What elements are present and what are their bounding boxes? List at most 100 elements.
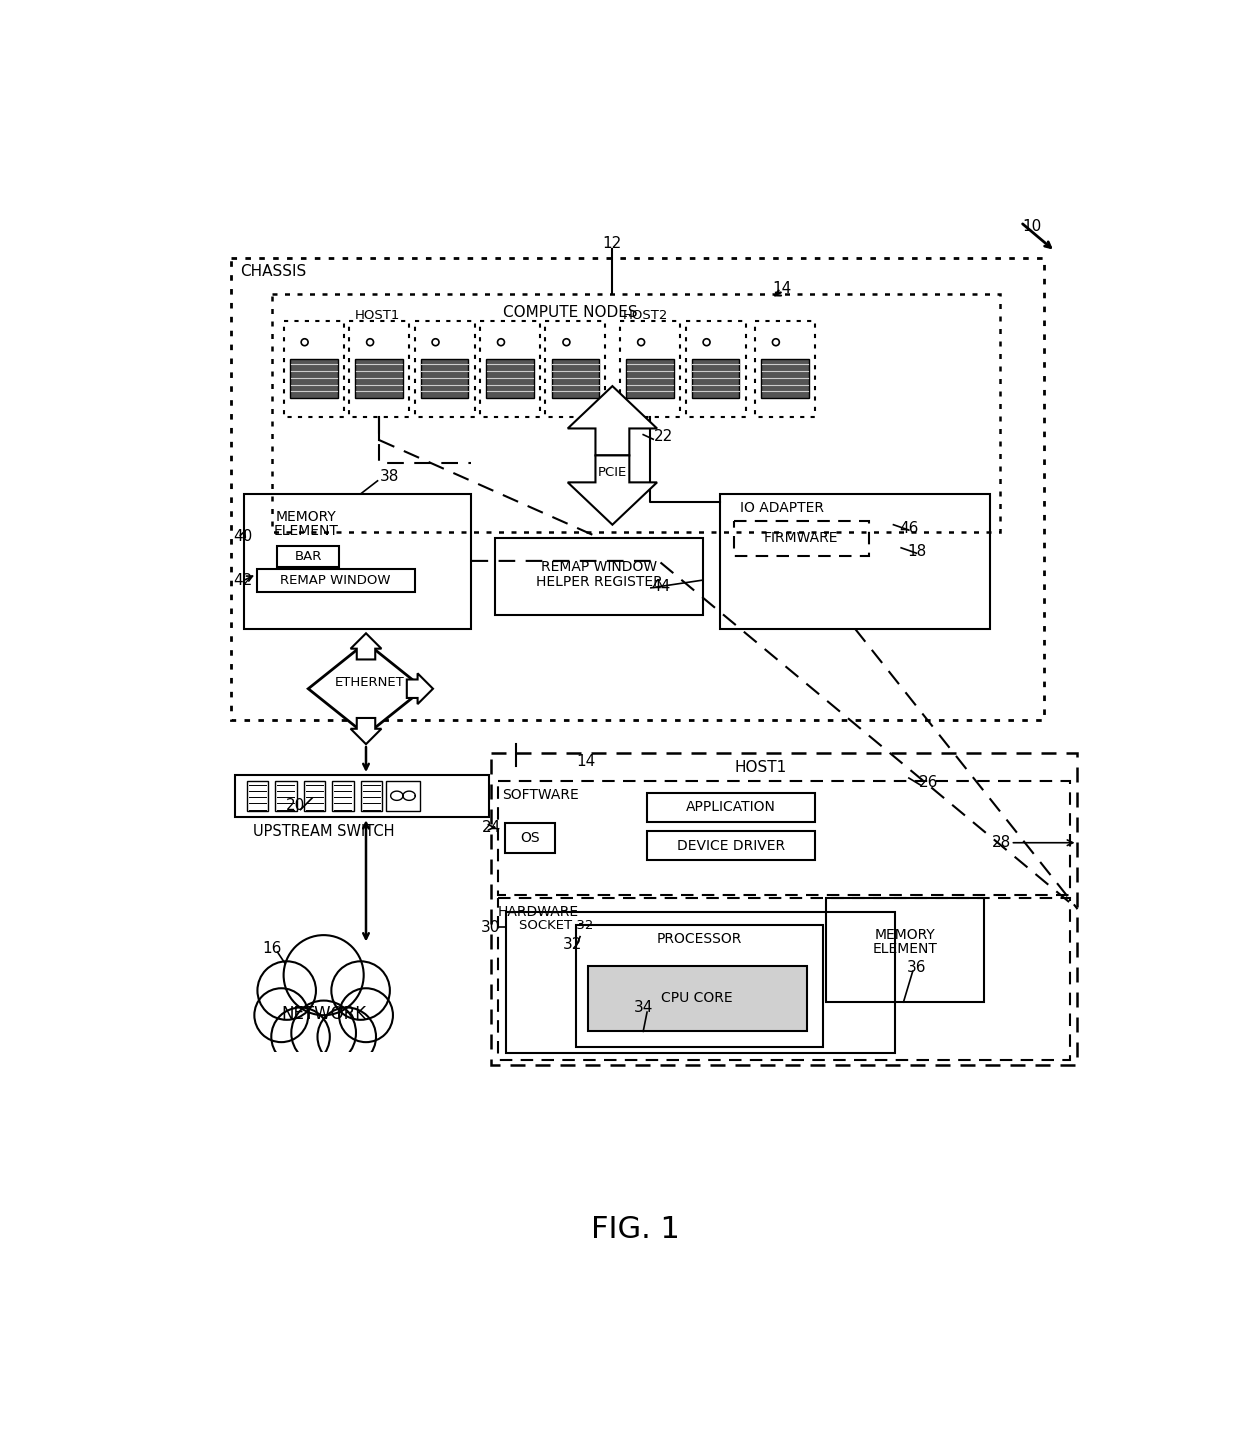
Text: MEMORY: MEMORY [874, 928, 935, 942]
Text: FIRMWARE: FIRMWARE [764, 530, 838, 545]
Bar [647, 793, 815, 822]
Text: 14: 14 [773, 280, 791, 296]
Bar [231, 257, 1044, 719]
Bar [626, 359, 675, 398]
Text: IO ADAPTER: IO ADAPTER [740, 501, 823, 514]
Circle shape [317, 1007, 376, 1067]
Text: HOST1: HOST1 [355, 309, 401, 321]
Text: HARDWARE: HARDWARE [498, 905, 579, 918]
Bar [284, 321, 343, 417]
Circle shape [272, 1007, 330, 1067]
Bar [491, 754, 1078, 1065]
Bar [552, 359, 599, 398]
Bar [332, 782, 353, 811]
Bar [734, 520, 869, 555]
Bar [414, 321, 475, 417]
Text: REMAP WINDOW: REMAP WINDOW [541, 559, 657, 574]
Bar [420, 359, 469, 398]
Text: 38: 38 [379, 469, 399, 484]
Bar [236, 774, 490, 817]
Polygon shape [568, 386, 657, 455]
Bar [272, 294, 999, 532]
Polygon shape [407, 673, 433, 705]
Bar [244, 494, 471, 629]
Text: 10: 10 [1023, 219, 1042, 234]
Bar [506, 824, 556, 853]
Bar [257, 570, 414, 593]
Bar [386, 782, 420, 811]
Bar [486, 359, 534, 398]
Bar [761, 359, 808, 398]
Bar [577, 926, 822, 1046]
Text: HOST1: HOST1 [735, 760, 787, 774]
Bar [826, 898, 985, 1003]
Bar [506, 912, 895, 1053]
Text: NETWORK: NETWORK [281, 1004, 366, 1023]
Text: 34: 34 [634, 1000, 653, 1016]
Text: SOCKET 32: SOCKET 32 [520, 920, 594, 933]
Text: 28: 28 [992, 835, 1011, 850]
Polygon shape [351, 718, 382, 744]
Text: ETHERNET: ETHERNET [335, 676, 404, 689]
Text: 32: 32 [563, 937, 582, 952]
Bar [495, 538, 703, 615]
Text: COMPUTE NODES: COMPUTE NODES [502, 305, 637, 321]
Text: 36: 36 [906, 960, 926, 975]
Bar [498, 898, 1070, 1059]
Bar [275, 782, 296, 811]
Circle shape [291, 1001, 356, 1065]
Circle shape [284, 936, 363, 1016]
Text: CPU CORE: CPU CORE [661, 991, 733, 1005]
Circle shape [254, 988, 309, 1042]
Bar [278, 545, 339, 567]
Bar [262, 1052, 386, 1075]
Circle shape [339, 988, 393, 1042]
Bar [647, 831, 815, 860]
Circle shape [331, 962, 389, 1020]
Bar [304, 782, 325, 811]
Text: 16: 16 [263, 940, 281, 956]
Bar [498, 782, 1070, 895]
Bar [480, 321, 539, 417]
Bar [755, 321, 815, 417]
Text: 22: 22 [653, 429, 673, 443]
Text: FIG. 1: FIG. 1 [591, 1215, 680, 1244]
Text: 40: 40 [233, 529, 253, 543]
Text: 18: 18 [906, 545, 926, 559]
Bar [247, 782, 268, 811]
Text: PROCESSOR: PROCESSOR [657, 931, 742, 946]
Text: CHASSIS: CHASSIS [241, 264, 306, 279]
Text: APPLICATION: APPLICATION [686, 801, 776, 814]
Text: 20: 20 [285, 798, 305, 814]
Text: 24: 24 [482, 819, 501, 835]
Text: 12: 12 [603, 237, 622, 251]
Text: 26: 26 [919, 774, 937, 790]
Text: ELEMENT: ELEMENT [274, 525, 339, 538]
Text: REMAP WINDOW: REMAP WINDOW [280, 574, 391, 587]
Text: 42: 42 [233, 574, 253, 588]
Bar [355, 359, 403, 398]
Text: PCIE: PCIE [598, 466, 627, 479]
Text: BAR: BAR [295, 549, 322, 562]
Text: SOFTWARE: SOFTWARE [502, 788, 579, 802]
Bar [720, 494, 990, 629]
Text: OS: OS [521, 831, 539, 846]
Text: HELPER REGISTER: HELPER REGISTER [536, 575, 662, 590]
Polygon shape [351, 634, 382, 660]
Polygon shape [568, 455, 657, 525]
Text: 44: 44 [651, 578, 671, 594]
Bar [350, 321, 409, 417]
Text: UPSTREAM SWITCH: UPSTREAM SWITCH [253, 824, 394, 838]
Text: DEVICE DRIVER: DEVICE DRIVER [677, 838, 785, 853]
Circle shape [258, 962, 316, 1020]
Text: HOST2: HOST2 [622, 309, 668, 321]
Bar [620, 321, 681, 417]
Bar [588, 966, 807, 1032]
Bar [290, 359, 337, 398]
Text: 46: 46 [899, 522, 919, 536]
Polygon shape [309, 642, 424, 735]
Text: ELEMENT: ELEMENT [873, 942, 937, 956]
Bar [361, 782, 382, 811]
Text: MEMORY: MEMORY [275, 510, 336, 525]
Bar [686, 321, 745, 417]
